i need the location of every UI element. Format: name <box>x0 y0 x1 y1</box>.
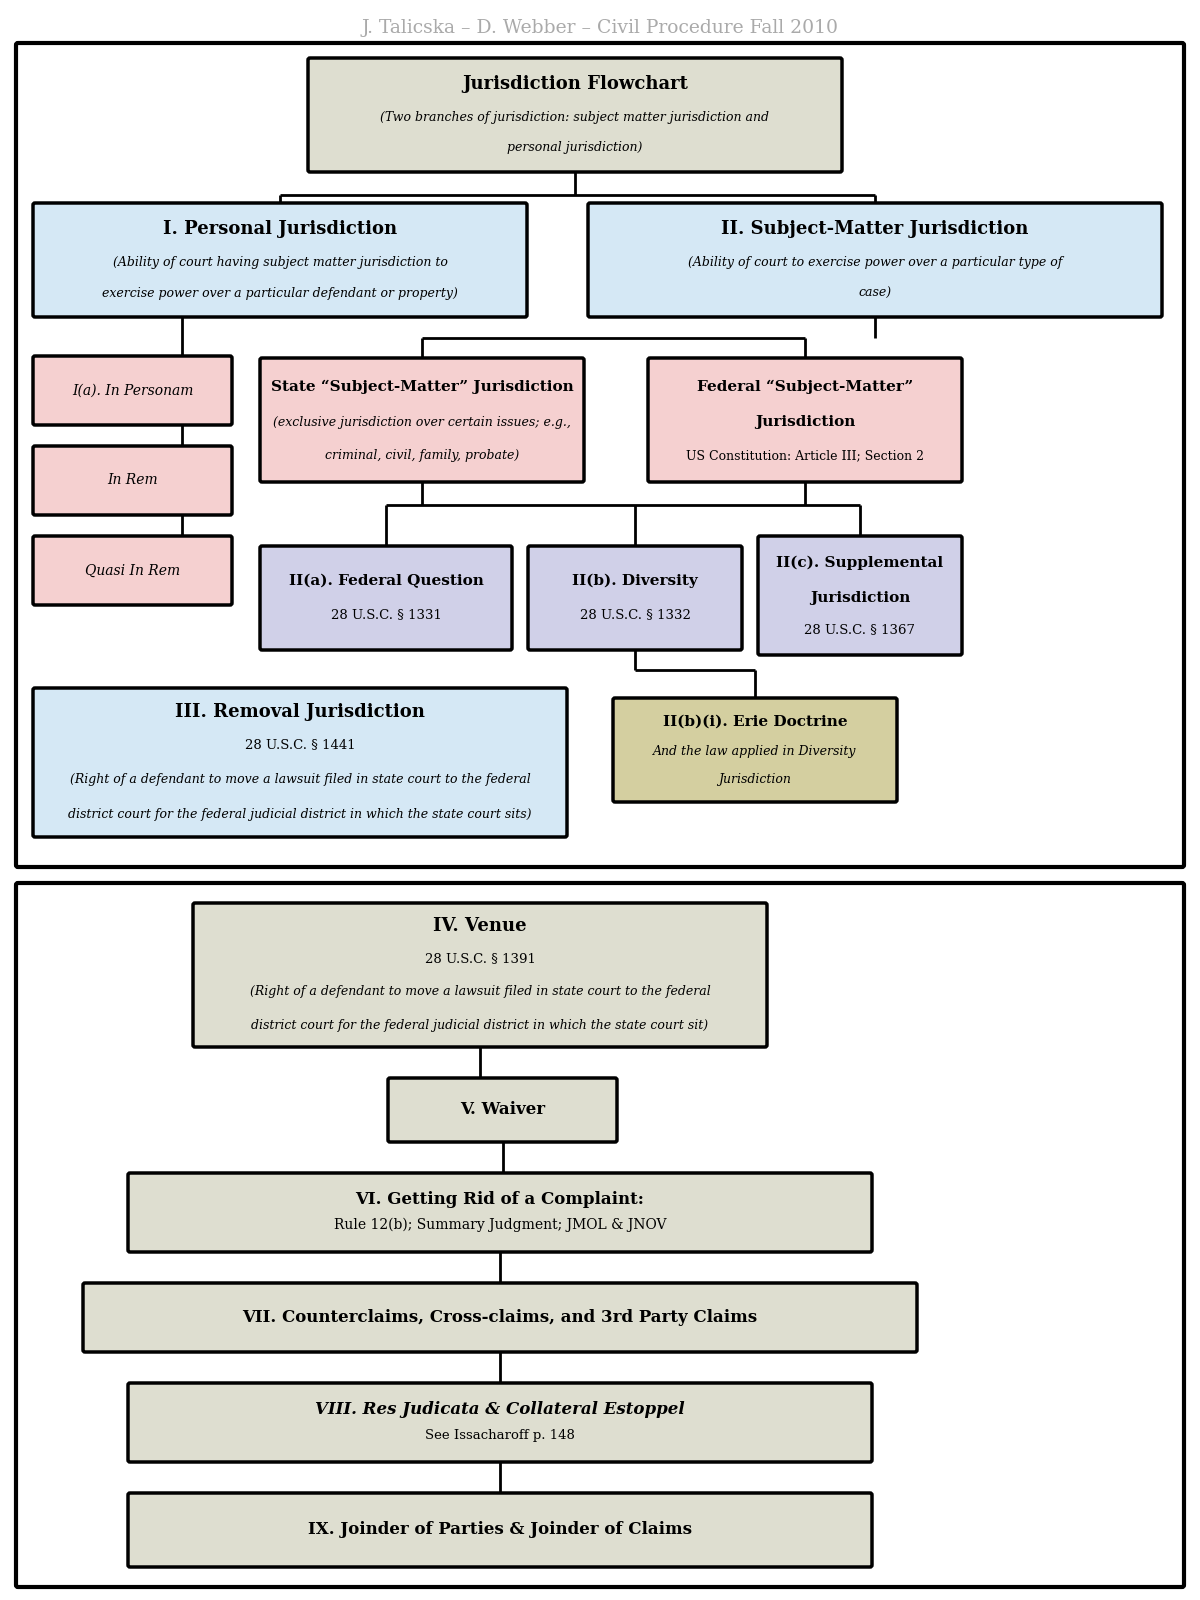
FancyBboxPatch shape <box>128 1173 872 1251</box>
Text: (Right of a defendant to move a lawsuit filed in state court to the federal: (Right of a defendant to move a lawsuit … <box>70 773 530 786</box>
FancyBboxPatch shape <box>193 902 767 1046</box>
Text: IX. Joinder of Parties & Joinder of Claims: IX. Joinder of Parties & Joinder of Clai… <box>308 1522 692 1539</box>
FancyBboxPatch shape <box>34 446 232 515</box>
Text: 28 U.S.C. § 1391: 28 U.S.C. § 1391 <box>425 952 535 965</box>
Text: State “Subject-Matter” Jurisdiction: State “Subject-Matter” Jurisdiction <box>271 379 574 394</box>
Text: III. Removal Jurisdiction: III. Removal Jurisdiction <box>175 702 425 720</box>
Text: Jurisdiction Flowchart: Jurisdiction Flowchart <box>462 75 688 93</box>
FancyBboxPatch shape <box>34 688 568 837</box>
Text: district court for the federal judicial district in which the state court sit): district court for the federal judicial … <box>252 1019 708 1032</box>
FancyBboxPatch shape <box>83 1283 917 1352</box>
Text: case): case) <box>858 286 892 299</box>
Text: V. Waiver: V. Waiver <box>460 1101 545 1118</box>
Text: II(b). Diversity: II(b). Diversity <box>572 574 698 589</box>
Text: 28 U.S.C. § 1441: 28 U.S.C. § 1441 <box>245 739 355 752</box>
Text: 28 U.S.C. § 1331: 28 U.S.C. § 1331 <box>330 608 442 621</box>
Text: 28 U.S.C. § 1332: 28 U.S.C. § 1332 <box>580 608 690 621</box>
FancyBboxPatch shape <box>758 536 962 654</box>
Text: (Ability of court having subject matter jurisdiction to: (Ability of court having subject matter … <box>113 256 448 269</box>
Text: II. Subject-Matter Jurisdiction: II. Subject-Matter Jurisdiction <box>721 221 1028 238</box>
Text: Rule 12(b); Summary Judgment; JMOL & JNOV: Rule 12(b); Summary Judgment; JMOL & JNO… <box>334 1218 666 1232</box>
Text: II(b)(i). Erie Doctrine: II(b)(i). Erie Doctrine <box>662 715 847 730</box>
Text: II(a). Federal Question: II(a). Federal Question <box>288 574 484 589</box>
FancyBboxPatch shape <box>128 1382 872 1462</box>
FancyBboxPatch shape <box>260 358 584 482</box>
Text: Jurisdiction: Jurisdiction <box>810 590 910 605</box>
FancyBboxPatch shape <box>34 536 232 605</box>
Text: (Right of a defendant to move a lawsuit filed in state court to the federal: (Right of a defendant to move a lawsuit … <box>250 986 710 998</box>
Text: J. Talicska – D. Webber – Civil Procedure Fall 2010: J. Talicska – D. Webber – Civil Procedur… <box>361 19 839 37</box>
Text: See Issacharoff p. 148: See Issacharoff p. 148 <box>425 1429 575 1442</box>
FancyBboxPatch shape <box>128 1493 872 1566</box>
FancyBboxPatch shape <box>588 203 1162 317</box>
FancyBboxPatch shape <box>388 1078 617 1142</box>
Text: VII. Counterclaims, Cross-claims, and 3rd Party Claims: VII. Counterclaims, Cross-claims, and 3r… <box>242 1309 757 1326</box>
Text: IV. Venue: IV. Venue <box>433 917 527 934</box>
FancyBboxPatch shape <box>16 43 1184 867</box>
Text: And the law applied in Diversity: And the law applied in Diversity <box>653 746 857 758</box>
Text: exercise power over a particular defendant or property): exercise power over a particular defenda… <box>102 286 458 299</box>
FancyBboxPatch shape <box>528 546 742 650</box>
Text: Jurisdiction: Jurisdiction <box>719 773 792 787</box>
Text: II(c). Supplemental: II(c). Supplemental <box>776 557 943 571</box>
Text: VIII. Res Judicata & Collateral Estoppel: VIII. Res Judicata & Collateral Estoppel <box>316 1402 685 1418</box>
Text: US Constitution: Article III; Section 2: US Constitution: Article III; Section 2 <box>686 450 924 462</box>
Text: 28 U.S.C. § 1367: 28 U.S.C. § 1367 <box>804 624 916 637</box>
FancyBboxPatch shape <box>260 546 512 650</box>
Text: criminal, civil, family, probate): criminal, civil, family, probate) <box>325 450 520 462</box>
Text: personal jurisdiction): personal jurisdiction) <box>508 141 643 155</box>
Text: Jurisdiction: Jurisdiction <box>755 416 856 429</box>
FancyBboxPatch shape <box>16 883 1184 1587</box>
Text: (Two branches of jurisdiction: subject matter jurisdiction and: (Two branches of jurisdiction: subject m… <box>380 110 769 123</box>
Text: I. Personal Jurisdiction: I. Personal Jurisdiction <box>163 221 397 238</box>
Text: (exclusive jurisdiction over certain issues; e.g.,: (exclusive jurisdiction over certain iss… <box>274 416 571 429</box>
FancyBboxPatch shape <box>308 58 842 171</box>
Text: Quasi In Rem: Quasi In Rem <box>85 563 180 578</box>
Text: In Rem: In Rem <box>107 474 158 488</box>
Text: district court for the federal judicial district in which the state court sits): district court for the federal judicial … <box>68 808 532 821</box>
Text: VI. Getting Rid of a Complaint:: VI. Getting Rid of a Complaint: <box>355 1192 644 1208</box>
FancyBboxPatch shape <box>34 357 232 426</box>
FancyBboxPatch shape <box>648 358 962 482</box>
Text: (Ability of court to exercise power over a particular type of: (Ability of court to exercise power over… <box>688 256 1062 269</box>
FancyBboxPatch shape <box>613 698 898 802</box>
FancyBboxPatch shape <box>34 203 527 317</box>
Text: Federal “Subject-Matter”: Federal “Subject-Matter” <box>697 379 913 394</box>
Text: I(a). In Personam: I(a). In Personam <box>72 384 193 397</box>
